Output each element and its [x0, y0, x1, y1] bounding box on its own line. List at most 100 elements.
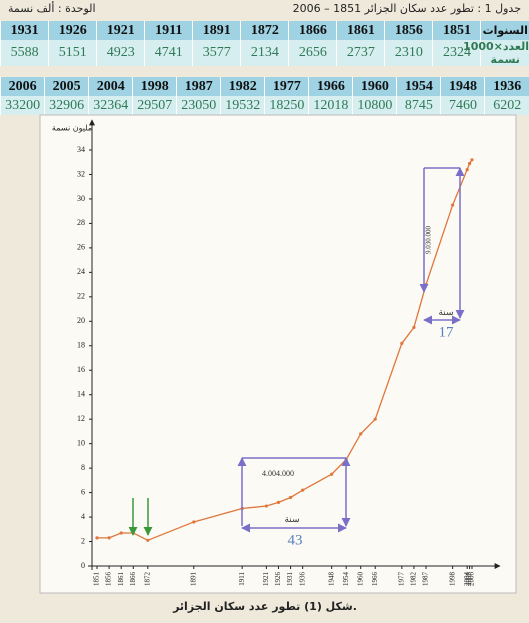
- annotation: 9.030.000: [425, 226, 433, 255]
- y-tick-label: 22: [77, 292, 85, 301]
- year-cell: 1861: [336, 21, 385, 40]
- x-tick-label: 1948: [327, 572, 335, 587]
- y-tick-label: 10: [77, 438, 85, 447]
- year-cell: 1960: [352, 77, 397, 96]
- x-tick-label: 2006: [468, 572, 476, 587]
- annotation: سنة: [438, 307, 453, 317]
- value-cell: 4741: [144, 40, 193, 66]
- year-row: السنوات 1851 1856 1861 1866 1872 1891 1911 1921 1…: [0, 21, 529, 40]
- y-tick-label: 18: [77, 341, 85, 350]
- x-tick-label: 2005: [465, 572, 473, 587]
- x-tick-label: 1921: [262, 572, 270, 587]
- y-tick-label: 32: [77, 169, 85, 178]
- table-1: السنوات 1851 1856 1861 1866 1872 1891 1911 1921 1…: [0, 21, 529, 66]
- table-title: جدول 1 : تطور عدد سكان الجزائر 1851 – 20…: [292, 2, 521, 15]
- year-cell: 1931: [0, 21, 49, 40]
- annotation: 43: [288, 532, 303, 548]
- x-tick-label: 1998: [448, 572, 456, 587]
- y-tick-label: 8: [81, 463, 85, 472]
- year-row: 1936 1948 1954 1960 1966 1977 1982 1987 1998 2004…: [0, 77, 529, 96]
- data-point: [95, 536, 99, 540]
- y-tick-label: 24: [77, 267, 85, 276]
- y-tick-label: 34: [77, 145, 85, 154]
- x-tick-label: 1856: [105, 572, 113, 587]
- annotation: 4.004.000: [262, 469, 294, 478]
- x-tick-label: 1866: [129, 572, 137, 587]
- year-cell: 1891: [192, 21, 241, 40]
- value-cell: 2737: [336, 40, 385, 66]
- y-tick-label: 30: [77, 194, 85, 203]
- unit-label: الوحدة : ألف نسمة: [8, 2, 96, 15]
- y-tick-label: 4: [81, 512, 85, 521]
- value-cell: 2310: [384, 40, 433, 66]
- data-point: [146, 538, 150, 542]
- y-tick-label: 28: [77, 218, 85, 227]
- x-tick-label: 1926: [274, 572, 282, 587]
- year-cell: 1851: [432, 21, 481, 40]
- table-2: 1936 1948 1954 1960 1966 1977 1982 1987 1998 2004…: [0, 77, 529, 115]
- annotation: سنة: [284, 514, 299, 524]
- data-point: [400, 341, 404, 345]
- year-cell: 1921: [96, 21, 145, 40]
- data-point: [288, 495, 293, 500]
- year-cell: 1926: [48, 21, 97, 40]
- y-tick-label: 16: [77, 365, 85, 374]
- value-cell: 3577: [192, 40, 241, 66]
- data-point: [264, 504, 268, 508]
- y-tick-label: 20: [77, 316, 85, 325]
- value-cell: 23050: [176, 96, 221, 115]
- year-cell: 1911: [144, 21, 193, 40]
- value-cell: 8745: [396, 96, 441, 115]
- y-tick-label: 6: [81, 487, 85, 496]
- value-row: 6202 7460 8745 10800 12018 18250 19532 23050 295…: [0, 96, 529, 115]
- data-point: [107, 536, 111, 540]
- year-cell: 1856: [384, 21, 433, 40]
- value-cell: 2324: [432, 40, 481, 66]
- data-point: [373, 417, 377, 421]
- data-point: [359, 432, 363, 436]
- data-point: [192, 520, 196, 524]
- year-cell: 1954: [396, 77, 441, 96]
- value-cell: 19532: [220, 96, 265, 115]
- x-tick-label: 1931: [286, 572, 294, 587]
- data-point: [467, 161, 472, 166]
- x-tick-label: 1911: [238, 572, 246, 586]
- y-tick-label: 14: [77, 390, 85, 399]
- year-cell: 1866: [288, 21, 337, 40]
- x-tick-label: 1960: [356, 572, 364, 587]
- y-tick-label: 2: [81, 536, 85, 545]
- data-point: [465, 167, 469, 172]
- data-point: [451, 203, 455, 207]
- value-row: العدد×1000 نسمة 2324 2310 2737 2656 2134 3577 4…: [0, 40, 529, 66]
- caption: شكل (1) تطور عدد سكان الجزائر.: [172, 600, 357, 613]
- year-cell: 1982: [220, 77, 265, 96]
- x-tick-label: 1954: [342, 572, 350, 587]
- year-cell: 1948: [440, 77, 485, 96]
- y-tick-label: 0: [81, 561, 85, 570]
- year-cell: 2004: [88, 77, 133, 96]
- year-cell: 1966: [308, 77, 353, 96]
- year-cell: 2005: [44, 77, 89, 96]
- x-tick-label: 1861: [117, 572, 125, 587]
- y-tick-label: 26: [77, 243, 85, 252]
- data-point: [119, 531, 123, 535]
- value-cell: 2134: [240, 40, 289, 66]
- population-line: [97, 159, 473, 542]
- value-cell: 33200: [0, 96, 45, 115]
- value-cell: 32364: [88, 96, 133, 115]
- x-tick-label: 1966: [371, 572, 379, 587]
- data-point: [276, 500, 281, 504]
- y-tick-label: 12: [77, 414, 85, 423]
- value-cell: 5588: [0, 40, 49, 66]
- value-cell: 6202: [484, 96, 529, 115]
- value-cell: 5151: [48, 40, 97, 66]
- year-cell: 1872: [240, 21, 289, 40]
- x-tick-label: 1891: [189, 572, 197, 587]
- x-tick-label: 1982: [410, 572, 418, 587]
- value-cell: 2656: [288, 40, 337, 66]
- annotation: 17: [439, 324, 455, 340]
- x-tick-label: 1977: [397, 572, 405, 587]
- value-cell: 32906: [44, 96, 89, 115]
- x-tick-label: 1851: [93, 572, 101, 587]
